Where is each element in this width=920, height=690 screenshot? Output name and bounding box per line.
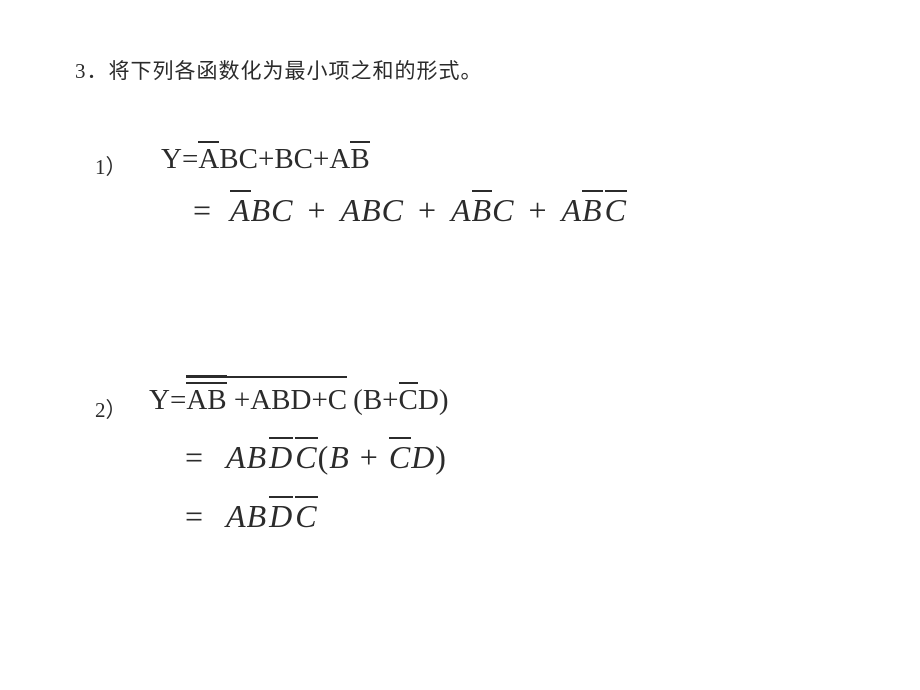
- question-title: 3．将下列各函数化为最小项之和的形式。: [75, 55, 845, 85]
- p1-l2-t4a: A: [562, 192, 583, 229]
- p2-line2: = AB D C ( B + C D ): [185, 439, 448, 476]
- p2-l1-ab: AB: [186, 384, 226, 417]
- problem-1: 1） Y = A BC + BC + A B = A BC: [95, 143, 845, 229]
- p1-l1-t3a: A: [329, 143, 350, 176]
- p2-l3-eq: =: [185, 498, 204, 535]
- p2-l2-dbar: D: [269, 439, 293, 476]
- p2-l3-cbar: C: [295, 498, 317, 535]
- p1-l1-bc: BC: [219, 143, 258, 176]
- p2-line1: Y = AB +ABD+C ( B + C D ): [149, 384, 448, 417]
- p2-l1-cbar: C: [399, 384, 418, 417]
- p1-l2-p3: +: [528, 192, 547, 229]
- p2-l2-cbar2: C: [389, 439, 411, 476]
- p1-line1: Y = A BC + BC + A B: [161, 143, 627, 176]
- p1-l1-abar: A: [198, 143, 219, 176]
- p1-l2-t4c: C: [605, 192, 627, 229]
- p2-l2-rp: ): [435, 439, 447, 476]
- problem-2: 2） Y = AB +ABD+C ( B + C D ) =: [95, 384, 845, 535]
- problem-1-number: 1）: [95, 151, 139, 181]
- p2-l3-ab: AB: [226, 498, 267, 535]
- p2-l2-d: D: [411, 439, 435, 476]
- p1-l2-t4b: B: [582, 192, 603, 229]
- p2-l2-lp: (: [318, 439, 330, 476]
- p1-l1-y: Y: [161, 143, 182, 176]
- p1-l2-t3c: C: [492, 192, 514, 229]
- p2-l1-lp: (: [353, 384, 363, 417]
- p1-l2-t2: ABC: [341, 192, 404, 229]
- p2-l1-plus: +: [382, 384, 398, 417]
- p1-l1-t2: BC: [274, 143, 313, 176]
- p2-l1-rp: ): [439, 384, 449, 417]
- page: 3．将下列各函数化为最小项之和的形式。 1） Y = A BC + BC + A…: [0, 0, 920, 690]
- p2-l1-eq: =: [170, 384, 186, 417]
- p1-l1-plus2: +: [313, 143, 329, 176]
- p1-l2-t3a: A: [451, 192, 472, 229]
- p2-l2-cbar: C: [295, 439, 317, 476]
- p1-l2-p2: +: [418, 192, 437, 229]
- p2-l3-dbar: D: [269, 498, 293, 535]
- p1-l2-t1a: A: [230, 192, 251, 229]
- p1-l2-t1b: BC: [251, 192, 294, 229]
- p1-l1-bbar: B: [350, 143, 369, 176]
- p2-l1-y: Y: [149, 384, 170, 417]
- problem-2-equations: Y = AB +ABD+C ( B + C D ) = AB D: [149, 384, 448, 535]
- p1-l2-eq: =: [193, 192, 212, 229]
- p2-l1-bigov: AB +ABD+C: [186, 384, 347, 417]
- p2-l2-ab: AB: [226, 439, 267, 476]
- p1-line2: = A BC + ABC + A B C + A B C: [185, 192, 627, 229]
- p2-l1-b: B: [363, 384, 382, 417]
- p2-l2-plus: +: [360, 439, 379, 476]
- p1-l2-t3b: B: [472, 192, 493, 229]
- p1-l2-p1: +: [307, 192, 326, 229]
- p2-l1-rest: +ABD+C: [234, 384, 347, 416]
- problem-2-number: 2）: [95, 394, 139, 424]
- p2-l1-d: D: [418, 384, 439, 417]
- p2-l2-eq: =: [185, 439, 204, 476]
- p2-l2-b: B: [329, 439, 350, 476]
- p2-line3: = AB D C: [185, 498, 448, 535]
- p1-l1-eq: =: [182, 143, 198, 176]
- problem-1-equations: Y = A BC + BC + A B = A BC + ABC: [161, 143, 627, 229]
- p1-l1-plus1: +: [258, 143, 274, 176]
